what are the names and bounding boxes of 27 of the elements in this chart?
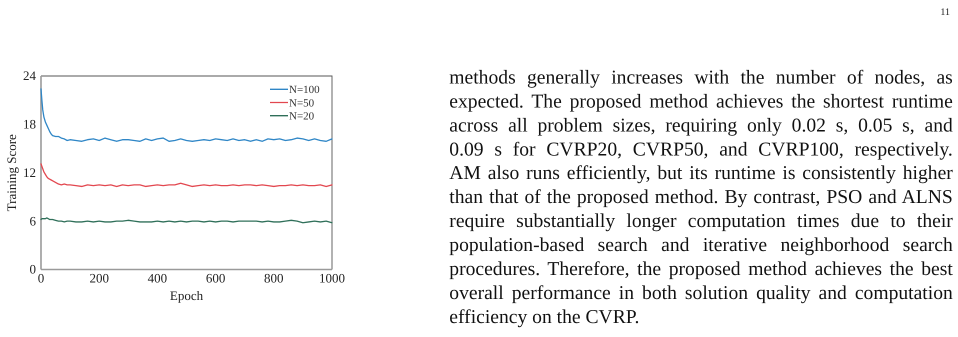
text: methods generally increases with the number of nodes, as <box>449 67 953 88</box>
text: procedures. Therefore, the proposed method achieves the best <box>449 259 954 280</box>
y-tick-label: 12 <box>23 164 36 180</box>
y-tick-label: 24 <box>23 68 36 84</box>
x-axis-title: Epoch <box>170 288 204 303</box>
y-axis-title: Training Score <box>4 134 19 212</box>
x-tick-label: 400 <box>148 270 168 286</box>
text: require substantially longer computation times due to their <box>449 211 954 232</box>
text: overall performance in both solution quality and computation <box>449 282 953 304</box>
y-tick-label: 18 <box>23 116 36 132</box>
legend-label: N=20 <box>289 110 315 123</box>
x-tick-label: 800 <box>264 270 284 286</box>
text: than that of the proposed method. By contrast, PSO and ALNS <box>449 187 953 208</box>
legend-label: N=50 <box>289 97 315 110</box>
text: 11 <box>940 7 950 18</box>
text: 0.09 s for CVRP20, CVRP50, and CVRP100, respectively. <box>449 139 953 160</box>
text: population-based search and iterative neighborhood search <box>449 235 953 256</box>
legend-label: N=100 <box>289 84 320 96</box>
text: efficiency on the CVRP. <box>449 306 640 328</box>
text: expected. The proposed method achieves the shortest runtime <box>449 91 954 112</box>
text: across all problem sizes, requiring only 0.02 s, 0.05 s, and <box>449 115 953 136</box>
line-series <box>40 163 333 188</box>
x-tick-label: 1000 <box>319 270 345 286</box>
x-tick-label: 600 <box>206 270 226 286</box>
x-tick-label: 200 <box>89 270 109 286</box>
text: AM also runs efficiently, but its runtime is consistently higher <box>449 163 954 184</box>
y-tick-label: 6 <box>30 213 36 228</box>
